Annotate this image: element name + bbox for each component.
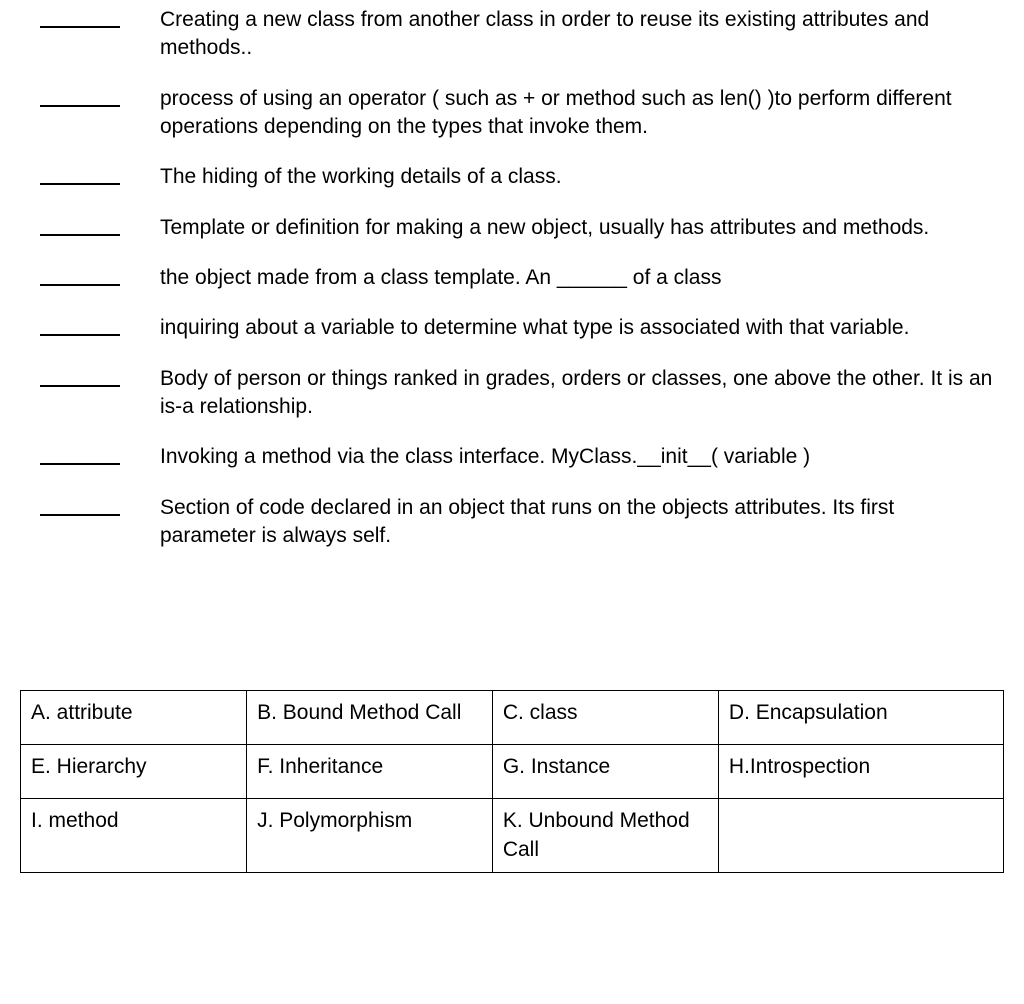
question-row: Invoking a method via the class interfac… bbox=[20, 443, 1004, 471]
question-row: The hiding of the working details of a c… bbox=[20, 163, 1004, 191]
answer-option: C. class bbox=[492, 691, 718, 745]
answer-option-empty bbox=[718, 799, 1003, 873]
answer-blank[interactable] bbox=[40, 169, 120, 185]
question-text: Template or definition for making a new … bbox=[160, 214, 1004, 242]
answer-option: H.Introspection bbox=[718, 745, 1003, 799]
answer-option: F. Inheritance bbox=[247, 745, 493, 799]
question-text: Body of person or things ranked in grade… bbox=[160, 365, 1004, 422]
question-text: The hiding of the working details of a c… bbox=[160, 163, 1004, 191]
answer-blank[interactable] bbox=[40, 91, 120, 107]
question-text: Creating a new class from another class … bbox=[160, 6, 1004, 63]
answer-option: G. Instance bbox=[492, 745, 718, 799]
question-text: inquiring about a variable to determine … bbox=[160, 314, 1004, 342]
question-row: Body of person or things ranked in grade… bbox=[20, 365, 1004, 422]
answer-option: A. attribute bbox=[21, 691, 247, 745]
questions-list: Creating a new class from another class … bbox=[20, 6, 1004, 550]
question-text: the object made from a class template. A… bbox=[160, 264, 1004, 292]
answer-blank[interactable] bbox=[40, 371, 120, 387]
question-text: Section of code declared in an object th… bbox=[160, 494, 1004, 551]
answer-option: B. Bound Method Call bbox=[247, 691, 493, 745]
question-text: process of using an operator ( such as +… bbox=[160, 85, 1004, 142]
table-row: E. Hierarchy F. Inheritance G. Instance … bbox=[21, 745, 1004, 799]
table-row: I. method J. Polymorphism K. Unbound Met… bbox=[21, 799, 1004, 873]
answer-option: K. Unbound Method Call bbox=[492, 799, 718, 873]
answer-blank[interactable] bbox=[40, 449, 120, 465]
question-text: Invoking a method via the class interfac… bbox=[160, 443, 1004, 471]
question-row: inquiring about a variable to determine … bbox=[20, 314, 1004, 342]
question-row: Creating a new class from another class … bbox=[20, 6, 1004, 63]
answer-option: I. method bbox=[21, 799, 247, 873]
answer-option: E. Hierarchy bbox=[21, 745, 247, 799]
table-row: A. attribute B. Bound Method Call C. cla… bbox=[21, 691, 1004, 745]
answer-blank[interactable] bbox=[40, 270, 120, 286]
answer-blank[interactable] bbox=[40, 220, 120, 236]
answers-table: A. attribute B. Bound Method Call C. cla… bbox=[20, 690, 1004, 873]
answer-option: J. Polymorphism bbox=[247, 799, 493, 873]
question-row: Template or definition for making a new … bbox=[20, 214, 1004, 242]
answer-blank[interactable] bbox=[40, 500, 120, 516]
question-row: the object made from a class template. A… bbox=[20, 264, 1004, 292]
answer-option: D. Encapsulation bbox=[718, 691, 1003, 745]
question-row: Section of code declared in an object th… bbox=[20, 494, 1004, 551]
question-row: process of using an operator ( such as +… bbox=[20, 85, 1004, 142]
answer-blank[interactable] bbox=[40, 320, 120, 336]
answer-blank[interactable] bbox=[40, 12, 120, 28]
